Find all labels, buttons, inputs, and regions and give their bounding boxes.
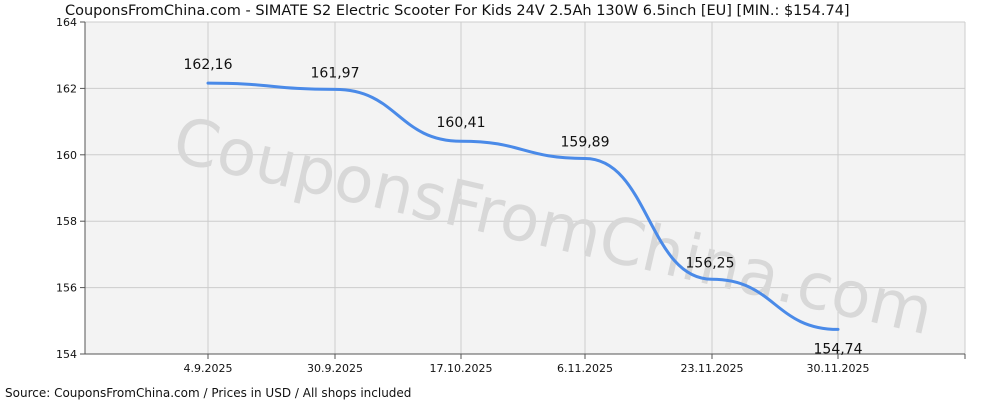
x-tick-label: 30.11.2025 [807,362,870,375]
y-tick-label: 156 [56,282,77,295]
x-tick-label: 4.9.2025 [184,362,233,375]
data-label: 160,41 [437,115,486,131]
plot-area [85,22,965,354]
x-tick-label: 17.10.2025 [430,362,493,375]
data-label: 156,25 [686,255,735,271]
y-tick-label: 162 [56,82,77,95]
chart-title: CouponsFromChina.com - SIMATE S2 Electri… [65,3,850,19]
x-tick-label: 6.11.2025 [557,362,613,375]
y-tick-label: 154 [56,348,77,361]
x-tick-label: 30.9.2025 [307,362,363,375]
y-tick-label: 158 [56,215,77,228]
data-label: 162,16 [184,57,233,73]
grid-lines [85,21,966,354]
x-tick-label: 23.11.2025 [681,362,744,375]
axis-ticks: 154 156 158 160 162 164 4.9.2025 30.9.2025 17.10… [56,16,966,375]
y-tick-label: 160 [56,149,77,162]
price-line [206,81,840,331]
source-note: Source: CouponsFromChina.com / Prices in… [5,386,411,400]
data-label: 161,97 [311,65,360,81]
data-label: 154,74 [814,341,863,357]
data-label: 159,89 [561,134,610,150]
y-tick-label: 164 [56,16,77,29]
data-labels: 162,16 161,97 160,41 159,89 156,25 154,74 [184,57,863,357]
